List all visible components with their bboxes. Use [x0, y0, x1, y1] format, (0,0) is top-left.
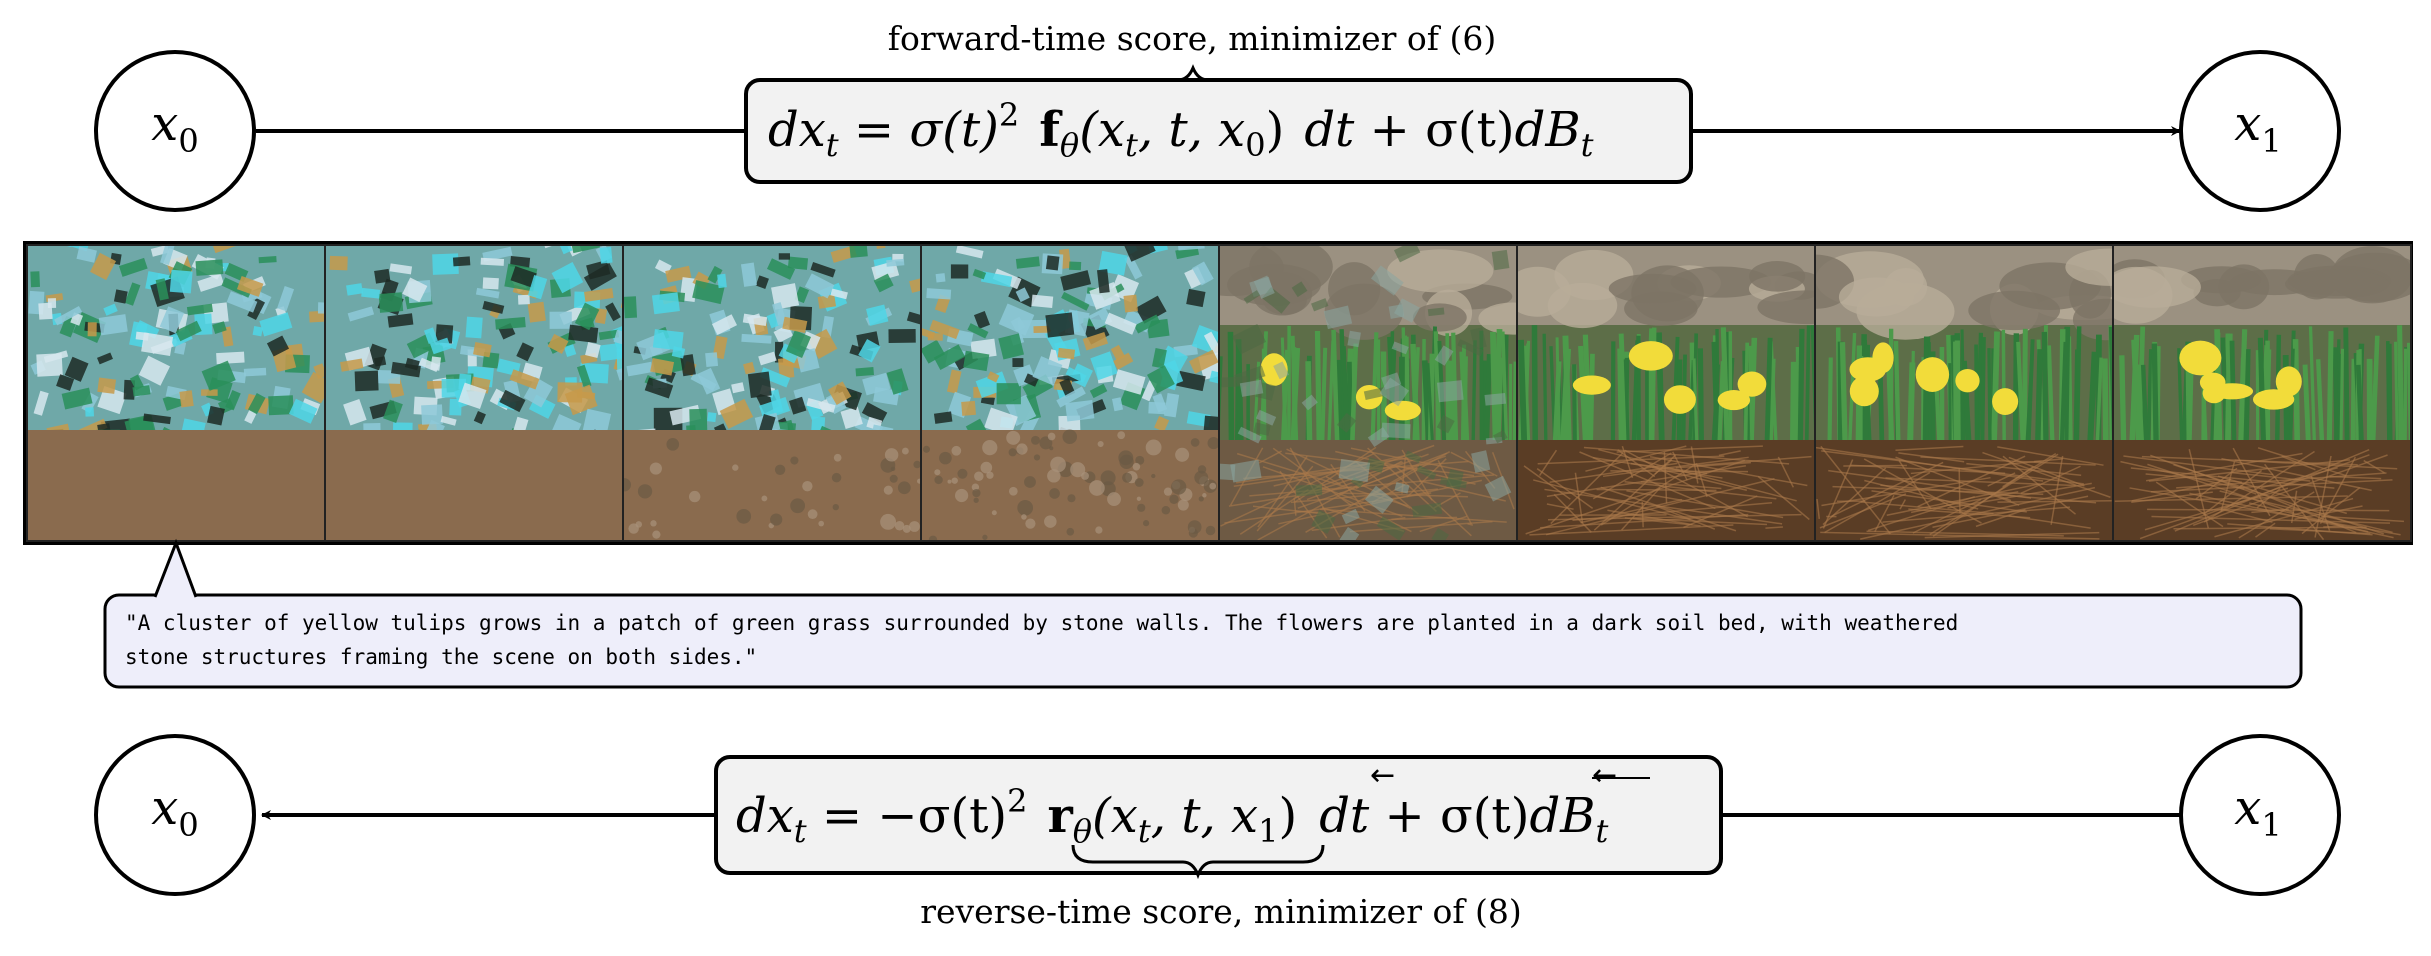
- node-x1-forward: x1: [2179, 50, 2341, 212]
- frame-8: [2112, 244, 2412, 542]
- prompt-callout: "A cluster of yellow tulips grows in a p…: [103, 538, 2303, 689]
- image-strip: [26, 244, 2412, 542]
- reverse-equation-box: dxt = −σ(t)2 rθ(xt, t, x1) dt + σ(t)dBt ← …: [714, 755, 1723, 875]
- frame-6: [1516, 244, 1816, 542]
- forward-equation-box: dxt = σ(t)2 fθ(xt, t, x0) dt + σ(t)dBt: [744, 78, 1693, 184]
- svg-text:x0: x0: [151, 96, 198, 160]
- frame-1: [26, 244, 326, 542]
- svg-text:x1: x1: [2234, 96, 2281, 160]
- node-x0-reverse: x0: [94, 734, 256, 896]
- node-x0-forward: x0: [94, 50, 256, 212]
- reverse-dt-arrow: ←: [1370, 758, 1395, 793]
- frame-7: [1814, 244, 2114, 542]
- reverse-caption: reverse-time score, minimizer of (8): [920, 892, 1522, 931]
- svg-text:dxt = σ(t)2fθ(xt, t, x0)dt + σ: dxt = σ(t)2 fθ(xt, t, x0) dt + σ(t)dBt: [768, 96, 1594, 164]
- svg-text:x0: x0: [151, 780, 198, 844]
- node-x1-reverse: x1: [2179, 734, 2341, 896]
- forward-caption: forward-time score, minimizer of (6): [888, 19, 1497, 58]
- prompt-text: "A cluster of yellow tulips grows in a p…: [125, 611, 1971, 669]
- reverse-dB-arrow: ←: [1592, 758, 1617, 793]
- reverse-brace: [1071, 844, 1325, 880]
- prompt-line-2: stone structures framing the scene on bo…: [125, 645, 757, 669]
- svg-text:dxt = −σ(t)2rθ(xt, t, x1)dt +: dxt = −σ(t)2 rθ(xt, t, x1) dt + σ(t)dBt: [736, 782, 1608, 850]
- frame-3: [622, 244, 922, 542]
- prompt-line-1: "A cluster of yellow tulips grows in a p…: [125, 611, 1958, 635]
- frame-2: [324, 244, 624, 542]
- svg-text:x1: x1: [2234, 780, 2281, 844]
- frame-4: [920, 244, 1220, 542]
- frame-5: [1218, 244, 1518, 542]
